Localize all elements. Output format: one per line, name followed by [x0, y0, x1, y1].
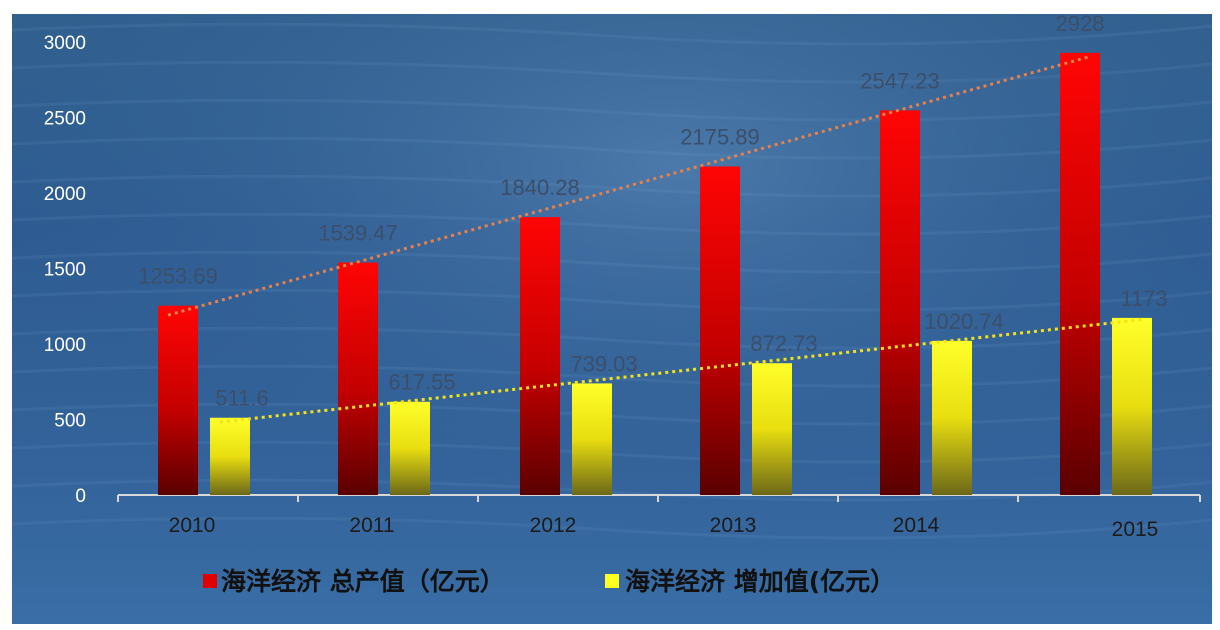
ripple-line	[11, 60, 1213, 84]
bars	[158, 52, 1152, 495]
bar-total-output	[700, 166, 740, 495]
x-tick-label: 2011	[349, 514, 394, 537]
data-label-added-value: 617.55	[388, 370, 455, 395]
data-label-added-value: 872.73	[750, 331, 817, 356]
chart-background-light	[12, 14, 1212, 624]
y-tick-label: 1000	[44, 335, 86, 356]
y-tick-label: 2000	[44, 184, 86, 205]
y-tick-label: 3000	[44, 33, 86, 54]
data-label-total-output: 2928	[1056, 11, 1105, 36]
bar-added-value	[572, 383, 612, 495]
data-label-total-output: 1840.28	[500, 175, 580, 200]
ripple-line	[11, 516, 1213, 540]
y-tick-label: 500	[54, 411, 86, 432]
data-label-added-value: 1020.74	[924, 309, 1004, 334]
trendline-total-output	[167, 55, 1091, 317]
legend: 海洋经济 总产值（亿元） 海洋经济 增加值(亿元）	[203, 567, 895, 596]
bar-added-value	[752, 363, 792, 495]
ripple-line	[11, 98, 1213, 122]
bar-total-output	[880, 110, 920, 495]
x-tick-label: 2014	[893, 514, 940, 537]
bar-total-output	[158, 305, 198, 495]
y-axis-ticks: 0 500 1000 1500 2000 2500 3000	[44, 33, 86, 507]
legend-label-total-output: 海洋经济 总产值（亿元）	[221, 567, 505, 596]
data-label-added-value: 739.03	[570, 351, 637, 376]
bar-added-value	[210, 417, 250, 495]
trendlines	[167, 55, 1143, 424]
ripple-line	[11, 212, 1213, 236]
bar-added-value	[932, 340, 972, 495]
bar-added-value	[390, 401, 430, 495]
x-tick-label: 2013	[710, 514, 757, 537]
bar-total-output	[520, 217, 560, 495]
x-tick-label: 2010	[169, 514, 216, 537]
y-tick-label: 2500	[44, 109, 86, 130]
bar-added-value	[1112, 317, 1152, 495]
x-axis-ticks: 2010 2011 2012 2013 2014 2015	[117, 495, 1201, 541]
ripple-line	[11, 250, 1213, 274]
legend-swatch-total-output	[203, 574, 217, 588]
data-label-added-value: 511.6	[215, 386, 268, 411]
ripple-line	[11, 22, 1213, 46]
ripple-line	[11, 136, 1213, 160]
bar-total-output	[338, 262, 378, 495]
x-tick-label: 2012	[530, 514, 577, 537]
data-label-total-output: 2175.89	[680, 124, 760, 149]
data-label-total-output: 1539.47	[318, 221, 398, 246]
ripple-line	[11, 174, 1213, 198]
trendline-added-value	[219, 318, 1143, 424]
bar-total-output	[1060, 52, 1100, 495]
legend-label-added-value: 海洋经济 增加值(亿元）	[625, 567, 895, 596]
ripple-line	[11, 326, 1213, 350]
data-label-total-output: 2547.23	[860, 68, 940, 93]
ripple-line	[11, 288, 1213, 312]
data-label-added-value: 1173	[1120, 286, 1167, 311]
y-tick-label: 0	[75, 486, 86, 507]
data-label-total-output: 1253.69	[138, 264, 218, 289]
data-labels: 1253.69 1539.47 1840.28 2175.89 2547.23 2928 5…	[138, 11, 1167, 411]
y-tick-label: 1500	[44, 260, 86, 281]
legend-swatch-added-value	[605, 574, 619, 588]
x-tick-label: 2015	[1112, 518, 1159, 541]
